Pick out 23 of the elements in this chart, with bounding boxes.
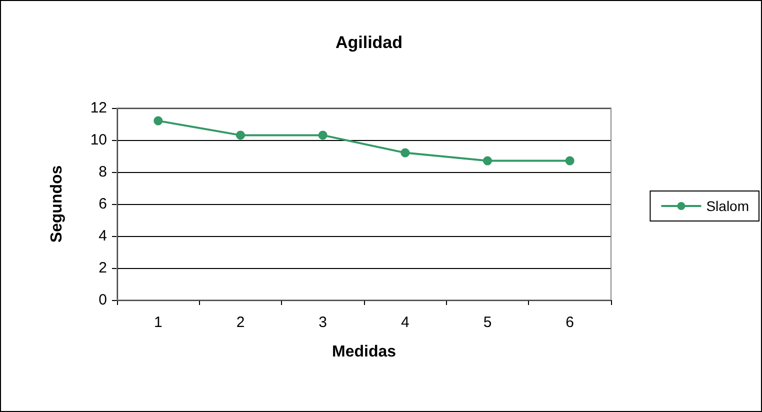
y-tick-label: 12 (90, 100, 107, 116)
y-tick-label: 2 (98, 260, 107, 276)
point (236, 130, 245, 140)
x-tick-label: 4 (400, 314, 410, 331)
y-tick-label: 8 (98, 164, 107, 180)
y-tick-label: 6 (98, 196, 107, 212)
legend-label: Slalom (706, 198, 750, 214)
point (483, 156, 492, 166)
y-tick-label: 10 (90, 132, 107, 148)
y-tick-label: 0 (98, 292, 107, 308)
point (154, 116, 163, 126)
x-tick-label: 6 (566, 314, 574, 331)
chart-title: Agilidad (335, 33, 403, 52)
point (318, 130, 328, 140)
x-tick-label: 5 (483, 314, 492, 331)
point (400, 148, 410, 158)
x-tick-label: 2 (236, 314, 245, 331)
x-axis-title: Medidas (332, 344, 396, 360)
point (565, 156, 574, 166)
x-tick-label: 1 (154, 314, 162, 331)
x-tick-label: 3 (318, 314, 328, 331)
y-axis-title: Segundos (48, 165, 66, 243)
y-tick-label: 4 (98, 228, 107, 244)
